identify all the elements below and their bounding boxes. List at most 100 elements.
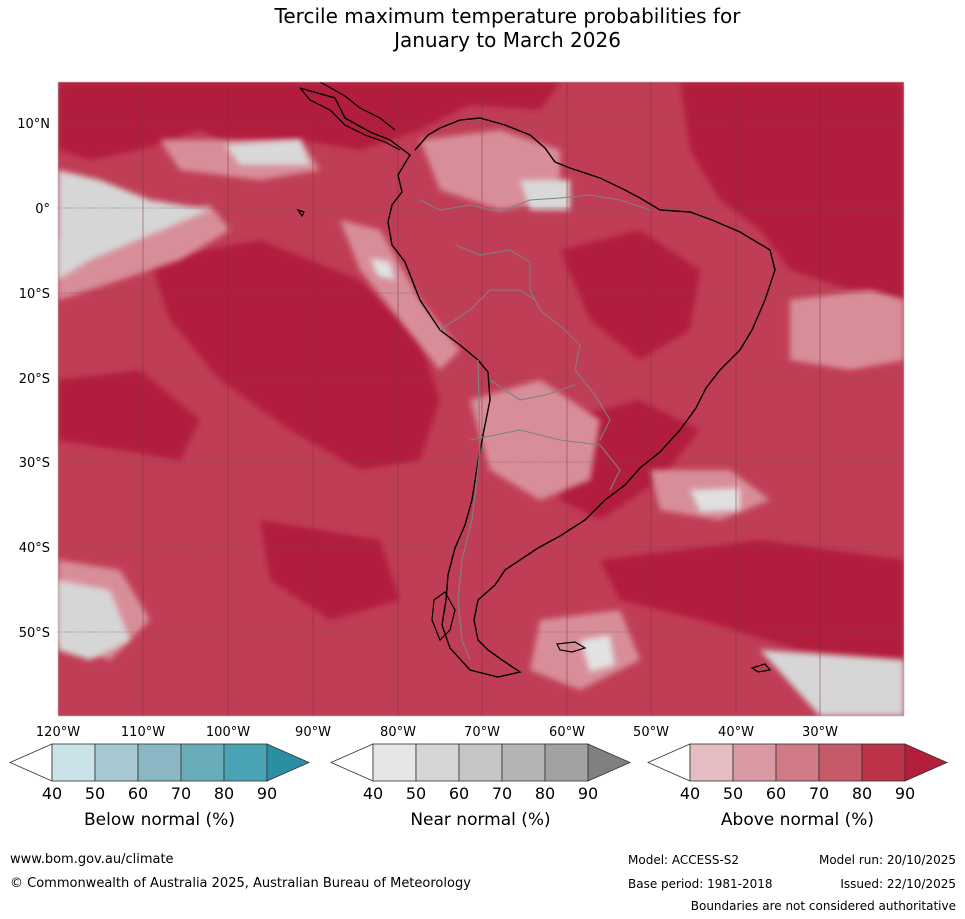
chart-title-line1: Tercile maximum temperature probabilitie… [274,4,741,28]
deep-region-west-pacific [58,370,200,460]
lon-label: 70°W [464,725,500,740]
legend-swatch [732,743,777,782]
legend-cap-right [587,743,631,782]
legend-tick: 70 [492,784,512,803]
deep-region-south-pacific [260,520,400,620]
light-region-andes-coast [340,220,460,370]
legend-title: Below normal (%) [84,810,235,830]
lon-label: 120°W [36,725,80,740]
legend-tick: 50 [406,784,426,803]
legend-tick: 70 [171,784,191,803]
lat-label: 50°S [19,626,50,641]
map-area [58,82,904,716]
legend-tick: 60 [449,784,469,803]
lat-label: 10°S [19,287,50,302]
central-america-coastline [299,82,401,151]
grey-region-southeast [760,650,904,716]
light-region-argentina [470,380,600,500]
legend-swatch [689,743,734,782]
legend-swatch [223,743,268,782]
footer-model-run: Model run: 20/10/2025 [818,853,956,867]
lat-label: 40°S [19,541,50,556]
lat-label: 30°S [19,456,50,471]
legend-cap-left [9,743,53,782]
grey-region-ecuador-coast [370,258,395,280]
legend-tick: 90 [895,784,915,803]
grey-region-south-sea [580,635,615,672]
country-borders [419,194,651,661]
legend-tick: 80 [214,784,234,803]
map-frame [57,81,905,717]
deep-region-far-south-atlantic [600,540,904,660]
footer-website[interactable]: www.bom.gov.au/climate [10,852,174,867]
legend-tick: 90 [257,784,277,803]
grey-region-south-atlantic [690,488,740,512]
south-america-coastline [299,87,776,678]
lat-label: 10°N [17,117,50,132]
legend-cap-right [904,743,948,782]
legend-tick: 90 [578,784,598,803]
chart-title: Tercile maximum temperature probabilitie… [0,4,965,52]
legend-swatch [544,743,589,782]
grey-region-guyana [520,180,570,210]
deep-region-east-pacific [150,240,440,470]
footer-copyright: © Commonwealth of Australia 2025, Austra… [10,876,471,891]
legend-tick: 50 [85,784,105,803]
lon-label: 50°W [633,725,669,740]
legend-swatch [51,743,96,782]
legend-tick: 50 [723,784,743,803]
legend-title: Above normal (%) [721,810,874,830]
legend-cap-right [266,743,310,782]
deep-region-north [58,82,560,160]
near-normal-regions [58,140,904,716]
legend-swatch [501,743,546,782]
footer-model: Model: ACCESS-S2 [628,853,740,867]
lon-label: 90°W [295,725,331,740]
legend-swatch [458,743,503,782]
legend-cap-left [647,743,691,782]
lat-label: 0° [35,202,50,217]
legend-tick: 40 [680,784,700,803]
light-region-atlantic-east [790,290,904,370]
legend-swatch [372,743,417,782]
legend-tick: 70 [809,784,829,803]
legend-tick: 40 [363,784,383,803]
lon-label: 110°W [121,725,165,740]
legend-cap-left [330,743,374,782]
grey-region-equatorial-pacific [58,170,210,280]
legend-tick: 60 [766,784,786,803]
footer-base-period: Base period: 1981-2018 [628,877,773,891]
legend-swatch [415,743,460,782]
legend-swatch [861,743,906,782]
footer-issued: Issued: 22/10/2025 [840,877,956,891]
legend-swatch [818,743,863,782]
lat-label: 20°S [19,372,50,387]
legend-tick: 80 [852,784,872,803]
legend-tick: 40 [42,784,62,803]
legend-2: 40 50 60 70 80 90 Near normal (%) [330,743,631,830]
legend-swatch [775,743,820,782]
legend-1: 40 50 60 70 80 90 Below normal (%) [9,743,310,830]
longitude-labels: 120°W 110°W 100°W 90°W 80°W 70°W 60°W 50°W 40°W 3… [36,725,838,740]
legend-swatch [137,743,182,782]
lon-label: 40°W [718,725,754,740]
islands [296,208,772,673]
lon-label: 80°W [380,725,416,740]
legend-tick: 60 [128,784,148,803]
deep-region-brazil [560,230,700,360]
lon-label: 60°W [549,725,585,740]
latitude-labels: 10°N 0° 10°S 20°S 30°S 40°S 50°S [17,117,50,641]
footer-disclaimer: Boundaries are not considered authoritat… [690,899,956,913]
chart-title-line2: January to March 2026 [394,28,621,52]
grey-region-southwest [58,580,130,660]
legend-swatch [94,743,139,782]
legend-title: Near normal (%) [410,810,550,830]
legends: 40 50 60 70 80 90 Below normal (%) 40 50 60 70 80 90… [9,743,948,830]
lon-label: 100°W [206,725,250,740]
legend-3: 40 50 60 70 80 90 Above normal (%) [647,743,948,830]
legend-swatch [180,743,225,782]
legend-tick: 80 [535,784,555,803]
lon-label: 30°W [802,725,838,740]
grey-region-pacific-north [225,140,310,165]
